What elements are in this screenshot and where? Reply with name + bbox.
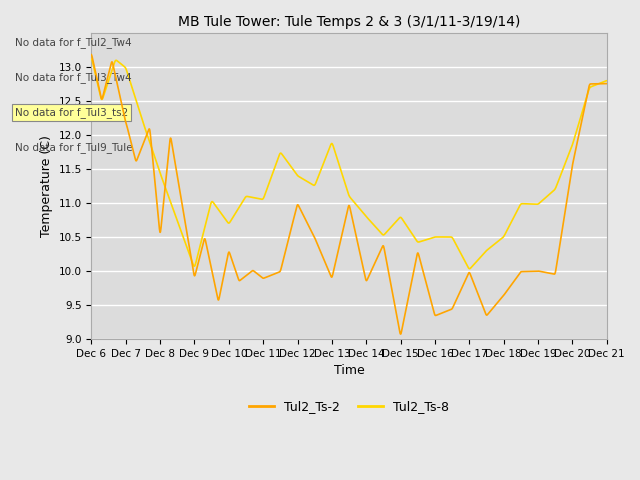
Text: No data for f_Tul3_ts2: No data for f_Tul3_ts2 <box>15 107 128 118</box>
Text: No data for f_Tul3_Tw4: No data for f_Tul3_Tw4 <box>15 72 132 83</box>
Text: No data for f_Tul9_Tule: No data for f_Tul9_Tule <box>15 142 132 153</box>
Legend: Tul2_Ts-2, Tul2_Ts-8: Tul2_Ts-2, Tul2_Ts-8 <box>244 396 454 419</box>
X-axis label: Time: Time <box>333 364 364 377</box>
Title: MB Tule Tower: Tule Temps 2 & 3 (3/1/11-3/19/14): MB Tule Tower: Tule Temps 2 & 3 (3/1/11-… <box>178 15 520 29</box>
Y-axis label: Temperature (C): Temperature (C) <box>40 135 53 237</box>
Text: No data for f_Tul2_Tw4: No data for f_Tul2_Tw4 <box>15 37 132 48</box>
